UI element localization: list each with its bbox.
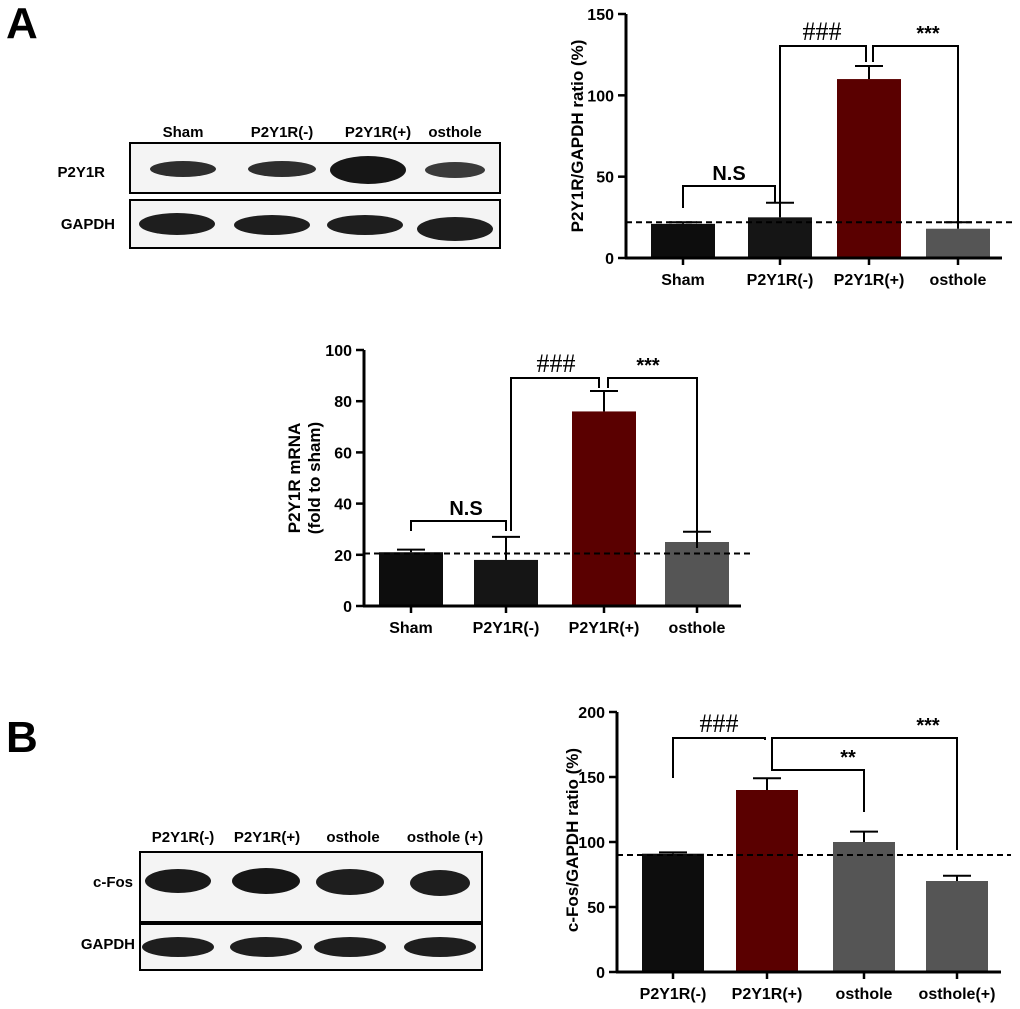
blot-band bbox=[327, 215, 403, 235]
blot-a-lane-label: P2Y1R(-) bbox=[251, 124, 314, 141]
bar bbox=[926, 881, 988, 972]
significance-label: ### bbox=[537, 349, 576, 378]
x-tick-label: osthole bbox=[669, 620, 726, 637]
blot-band bbox=[425, 162, 485, 178]
x-tick-label: osthole bbox=[836, 986, 893, 1003]
chart-cfos-gapdh: 0 50 100 150 200 P2Y1R(-) P2Y1R(+) osthole ostho… bbox=[563, 705, 1011, 1003]
panel-a-label: A bbox=[6, 0, 38, 48]
y-tick-label: 40 bbox=[334, 497, 352, 514]
significance-bracket bbox=[510, 377, 600, 531]
significance-label: *** bbox=[916, 715, 940, 737]
significance-label: N.S bbox=[712, 163, 745, 185]
bar bbox=[474, 559, 538, 606]
y-tick-label: 100 bbox=[578, 835, 605, 852]
y-axis-label: c-Fos/GAPDH ratio (%) bbox=[563, 748, 582, 932]
blot-band bbox=[145, 869, 211, 893]
y-axis-label: P2Y1R mRNA bbox=[285, 423, 304, 534]
blot-a-lane-label: osthole bbox=[428, 124, 481, 141]
blot-band bbox=[234, 215, 310, 235]
bar bbox=[837, 79, 901, 258]
bar bbox=[926, 228, 990, 258]
blot-band bbox=[230, 937, 302, 957]
significance-label: ### bbox=[700, 709, 739, 738]
x-tick-label: Sham bbox=[389, 620, 433, 637]
y-tick-label: 50 bbox=[596, 170, 614, 187]
significance-label: *** bbox=[636, 355, 660, 377]
chart-p2y1r-mrna: 0 20 40 60 80 100 Sham P2Y1R(-) P2Y1R(+) osthole P… bbox=[285, 343, 751, 637]
blot-band bbox=[410, 870, 470, 896]
x-tick-label: P2Y1R(-) bbox=[473, 620, 540, 637]
y-tick-label: 60 bbox=[334, 445, 352, 462]
y-tick-label: 100 bbox=[587, 88, 614, 105]
bar bbox=[572, 411, 636, 606]
blot-b-row-label: GAPDH bbox=[81, 936, 135, 953]
blot-band bbox=[139, 213, 215, 235]
blot-a-row-label: P2Y1R bbox=[57, 164, 105, 181]
significance-bracket bbox=[410, 520, 507, 531]
blot-band bbox=[232, 868, 300, 894]
blot-b-lane-label: P2Y1R(-) bbox=[152, 829, 215, 846]
significance-bracket bbox=[872, 45, 959, 222]
y-tick-label: 0 bbox=[343, 599, 352, 616]
blot-band bbox=[316, 869, 384, 895]
y-axis-label: (fold to sham) bbox=[305, 422, 324, 534]
significance-bracket bbox=[779, 45, 867, 202]
y-tick-label: 80 bbox=[334, 394, 352, 411]
y-tick-label: 0 bbox=[596, 965, 605, 982]
bar bbox=[642, 853, 704, 972]
blot-band bbox=[314, 937, 386, 957]
y-axis-label: P2Y1R/GAPDH ratio (%) bbox=[568, 40, 587, 233]
blot-b-row-label: c-Fos bbox=[93, 874, 133, 891]
y-tick-label: 100 bbox=[325, 343, 352, 360]
blot-a-lane-label: Sham bbox=[163, 124, 204, 141]
significance-label: *** bbox=[916, 23, 940, 45]
panel-b-label: B bbox=[6, 713, 38, 762]
y-tick-label: 150 bbox=[587, 7, 614, 24]
bar bbox=[665, 542, 729, 606]
blot-band bbox=[150, 161, 216, 177]
blot-b-lane-label: osthole (+) bbox=[407, 829, 483, 846]
blot-band bbox=[142, 937, 214, 957]
y-tick-label: 150 bbox=[578, 770, 605, 787]
y-tick-label: 20 bbox=[334, 548, 352, 565]
blot-b-lane-label: P2Y1R(+) bbox=[234, 829, 300, 846]
significance-bracket bbox=[682, 185, 776, 208]
bar bbox=[379, 552, 443, 606]
blot-band bbox=[404, 937, 476, 957]
significance-bracket bbox=[771, 737, 958, 850]
significance-bracket bbox=[771, 740, 865, 812]
chart-p2y1r-gapdh: 0 50 100 150 Sham P2Y1R(-) P2Y1R(+) osthole P2Y1… bbox=[568, 7, 1012, 289]
x-tick-label: P2Y1R(-) bbox=[747, 272, 814, 289]
bar bbox=[748, 217, 812, 258]
x-tick-label: osthole(+) bbox=[919, 986, 996, 1003]
x-tick-label: P2Y1R(+) bbox=[569, 620, 640, 637]
western-blot-b: P2Y1R(-) P2Y1R(+) osthole osthole (+) c-… bbox=[81, 829, 483, 971]
x-tick-label: P2Y1R(-) bbox=[640, 986, 707, 1003]
x-tick-label: osthole bbox=[930, 272, 987, 289]
blot-b-lane-label: osthole bbox=[326, 829, 379, 846]
blot-band bbox=[417, 217, 493, 241]
significance-bracket bbox=[672, 737, 766, 778]
x-tick-label: P2Y1R(+) bbox=[732, 986, 803, 1003]
significance-label: ** bbox=[840, 747, 856, 769]
blot-band bbox=[248, 161, 316, 177]
bar bbox=[651, 223, 715, 258]
blot-band bbox=[330, 156, 406, 184]
blot-a-lane-label: P2Y1R(+) bbox=[345, 124, 411, 141]
significance-label: N.S bbox=[449, 498, 482, 520]
x-tick-label: P2Y1R(+) bbox=[834, 272, 905, 289]
bar bbox=[736, 790, 798, 972]
blot-a-row-label: GAPDH bbox=[61, 216, 115, 233]
x-tick-label: Sham bbox=[661, 272, 705, 289]
significance-bracket bbox=[607, 377, 698, 548]
significance-label: ### bbox=[803, 17, 842, 46]
y-tick-label: 50 bbox=[587, 900, 605, 917]
y-tick-label: 0 bbox=[605, 251, 614, 268]
y-tick-label: 200 bbox=[578, 705, 605, 722]
western-blot-a: Sham P2Y1R(-) P2Y1R(+) osthole P2Y1R GAP… bbox=[57, 124, 501, 249]
bar bbox=[833, 842, 895, 972]
